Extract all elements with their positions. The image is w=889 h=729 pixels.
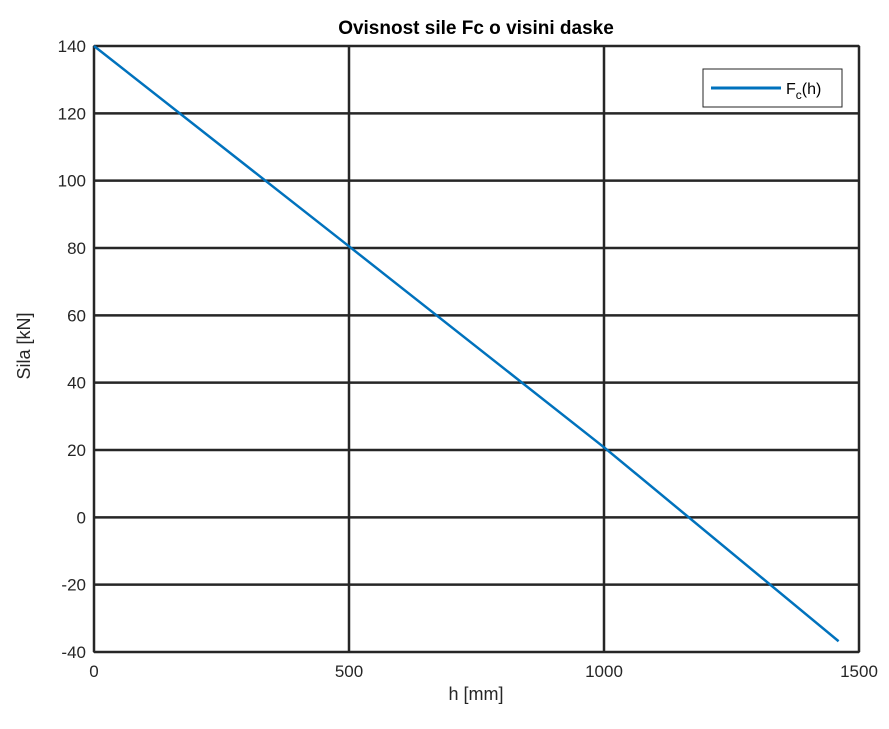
y-axis-label: Sila [kN] bbox=[14, 312, 34, 379]
y-tick-label: 60 bbox=[67, 306, 86, 325]
plot-area-frame bbox=[93, 45, 860, 653]
legend-entry: Fc(h) bbox=[786, 81, 821, 102]
chart-title: Ovisnost sile Fc o visini daske bbox=[338, 18, 614, 39]
y-tick-label: 40 bbox=[67, 374, 86, 393]
x-tick-label: 1500 bbox=[840, 662, 878, 681]
x-tick-label: 1000 bbox=[585, 662, 623, 681]
y-tick-label: 20 bbox=[67, 441, 86, 460]
legend-entry-subscript: c bbox=[796, 88, 802, 102]
tick-labels: 0 500 1000 1500 -40 -20 0 20 40 60 80 100 120 140 bbox=[58, 37, 878, 681]
y-tick-label: 80 bbox=[67, 239, 86, 258]
y-tick-label: 100 bbox=[58, 172, 86, 191]
y-tick-label: 120 bbox=[58, 104, 86, 123]
legend-entry-suffix: (h) bbox=[802, 81, 822, 98]
y-tick-label: 0 bbox=[77, 508, 86, 527]
series-line bbox=[93, 45, 840, 643]
y-tick-label: 140 bbox=[58, 37, 86, 56]
x-axis-label: h [mm] bbox=[448, 684, 503, 704]
x-tick-label: 500 bbox=[335, 662, 363, 681]
series-layer bbox=[93, 45, 840, 643]
y-tick-label: -40 bbox=[61, 643, 86, 662]
y-tick-label: -20 bbox=[61, 576, 86, 595]
legend: Fc(h) bbox=[702, 68, 843, 108]
x-tick-label: 0 bbox=[89, 662, 98, 681]
legend-entry-main: F bbox=[786, 81, 796, 98]
